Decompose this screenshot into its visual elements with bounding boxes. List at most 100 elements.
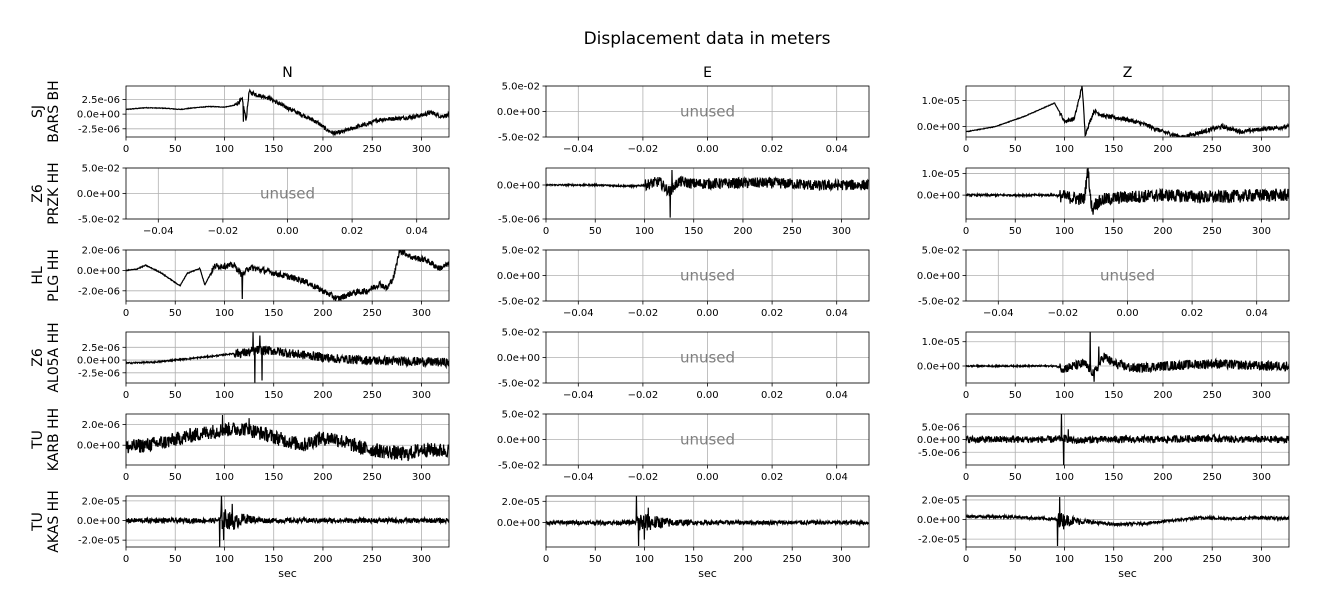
x-tick-label: 100 xyxy=(215,390,234,401)
x-tick-label: 200 xyxy=(733,226,752,237)
x-tick-label: 0.02 xyxy=(341,226,363,237)
axes-frame xyxy=(545,495,870,548)
panel-4-N: 0 50 100 150 200 250 300 2.0e-06 0.0e+00 xyxy=(77,413,450,483)
x-tick-label: 0 xyxy=(543,226,549,237)
x-tick-label: 100 xyxy=(635,554,654,565)
y-tick-label: -5.0e-02 xyxy=(918,297,960,308)
column-title-Z: Z xyxy=(1123,65,1133,81)
y-tick-label: 5.0e-02 xyxy=(502,246,540,257)
x-tick-label: 150 xyxy=(264,390,283,401)
waveform-trace xyxy=(126,250,449,301)
x-tick-label: 300 xyxy=(1252,390,1271,401)
figure-title: Displacement data in meters xyxy=(584,29,831,49)
x-tick-label: −0.02 xyxy=(628,308,659,319)
panel-3-Z: 0 50 100 150 200 250 300 1.0e-05 0.0e+00 xyxy=(917,331,1290,401)
x-tick-label: 200 xyxy=(1153,226,1172,237)
panel-grid: N E Z SJ BARS BH 0 50 100 150 200 250 300 2.5e-06 0.0… xyxy=(30,65,1290,580)
waveform-trace xyxy=(126,88,449,137)
x-tick-label: −0.02 xyxy=(628,472,659,483)
x-tick-label: 250 xyxy=(363,554,382,565)
y-tick-label: 5.0e-06 xyxy=(922,422,960,433)
x-tick-label: 0.00 xyxy=(696,144,718,155)
panel-3-N: 0 50 100 150 200 250 300 2.5e-06 0.0e+00-2.5e-06 xyxy=(77,331,450,401)
row-label-station: PLG HH xyxy=(46,249,62,302)
x-tick-label: 0.04 xyxy=(1246,308,1268,319)
x-tick-label: 250 xyxy=(783,554,802,565)
x-tick-label: 0 xyxy=(963,144,969,155)
y-tick-label: -2.5e-06 xyxy=(78,368,120,379)
waveform-trace xyxy=(966,414,1289,465)
axes-frame xyxy=(545,85,870,138)
y-tick-label: 0.0e+00 xyxy=(77,356,120,367)
x-tick-label: 50 xyxy=(169,554,182,565)
y-tick-label: 2.5e-06 xyxy=(82,343,120,354)
x-tick-label: −0.04 xyxy=(563,144,594,155)
x-tick-label: 150 xyxy=(264,144,283,155)
x-tick-label: 0.04 xyxy=(826,472,848,483)
x-tick-label: 0 xyxy=(123,308,129,319)
x-tick-label: 150 xyxy=(1104,226,1123,237)
x-tick-label: −0.04 xyxy=(983,308,1014,319)
y-tick-label: -2.0e-05 xyxy=(78,536,120,547)
x-tick-label: 250 xyxy=(1203,554,1222,565)
panel-5-E: 0 50 100 150 200 250 300 2.0e-05 0.0e+00 sec xyxy=(497,495,870,580)
y-tick-label: 0.0e+00 xyxy=(917,515,960,526)
x-tick-label: 200 xyxy=(313,308,332,319)
y-tick-label: 5.0e-02 xyxy=(82,164,120,175)
x-tick-label: 0.02 xyxy=(761,472,783,483)
x-tick-label: 250 xyxy=(1203,226,1222,237)
x-tick-label: 300 xyxy=(1252,226,1271,237)
waveform-trace xyxy=(126,332,449,383)
waveform-trace xyxy=(546,170,869,218)
x-tick-label: 50 xyxy=(1009,226,1022,237)
y-tick-label: 0.0e+00 xyxy=(497,353,540,364)
x-tick-label: −0.04 xyxy=(143,226,174,237)
column-title-N: N xyxy=(282,65,292,81)
y-tick-label: 1.0e-05 xyxy=(922,337,960,348)
x-tick-label: 0.02 xyxy=(761,390,783,401)
y-tick-label: 0.0e+00 xyxy=(497,271,540,282)
x-tick-label: 0 xyxy=(963,226,969,237)
x-tick-label: 300 xyxy=(412,390,431,401)
axes-frame xyxy=(125,331,450,384)
axes-frame xyxy=(125,249,450,302)
row-label-network: SJ xyxy=(30,105,46,118)
y-tick-label: 0.0e+00 xyxy=(497,435,540,446)
x-tick-label: 0.00 xyxy=(1116,308,1138,319)
y-tick-label: 0.0e+00 xyxy=(917,191,960,202)
x-tick-label: 0 xyxy=(963,390,969,401)
x-tick-label: 150 xyxy=(1104,472,1123,483)
x-tick-label: 250 xyxy=(363,472,382,483)
y-tick-label: -5.0e-06 xyxy=(918,448,960,459)
axes-frame xyxy=(545,167,870,220)
x-tick-label: 300 xyxy=(832,226,851,237)
row-label-station: BARS BH xyxy=(46,80,62,142)
panel-5-N: 0 50 100 150 200 250 300 2.0e-05 0.0e+00 -2.0e-05… xyxy=(77,495,450,580)
row-label-network: Z6 xyxy=(30,348,46,367)
x-tick-label: 300 xyxy=(1252,472,1271,483)
x-tick-label: 0 xyxy=(123,390,129,401)
y-tick-label: 5.0e-02 xyxy=(502,328,540,339)
x-tick-label: 0.00 xyxy=(696,472,718,483)
y-tick-label: 1.0e-05 xyxy=(922,169,960,180)
x-tick-label: 250 xyxy=(783,226,802,237)
row-label-station: AL05A HH xyxy=(46,322,62,392)
x-tick-label: 200 xyxy=(313,472,332,483)
axes-frame xyxy=(965,413,1290,466)
y-tick-label: -5.0e-06 xyxy=(498,215,540,226)
y-tick-label: 0.0e+00 xyxy=(497,518,540,529)
unused-label: unused xyxy=(680,267,735,285)
x-tick-label: 0 xyxy=(123,472,129,483)
x-tick-label: 0.02 xyxy=(761,144,783,155)
x-tick-label: 150 xyxy=(1104,554,1123,565)
x-tick-label: 300 xyxy=(412,308,431,319)
axes-frame xyxy=(125,85,450,138)
y-tick-label: 5.0e-02 xyxy=(922,246,960,257)
x-tick-label: 50 xyxy=(589,554,602,565)
row-label-station: PRZK HH xyxy=(46,162,62,224)
y-tick-label: 2.0e-05 xyxy=(922,495,960,506)
x-tick-label: 300 xyxy=(1252,554,1271,565)
x-tick-label: 200 xyxy=(313,144,332,155)
axes-frame xyxy=(965,167,1290,220)
